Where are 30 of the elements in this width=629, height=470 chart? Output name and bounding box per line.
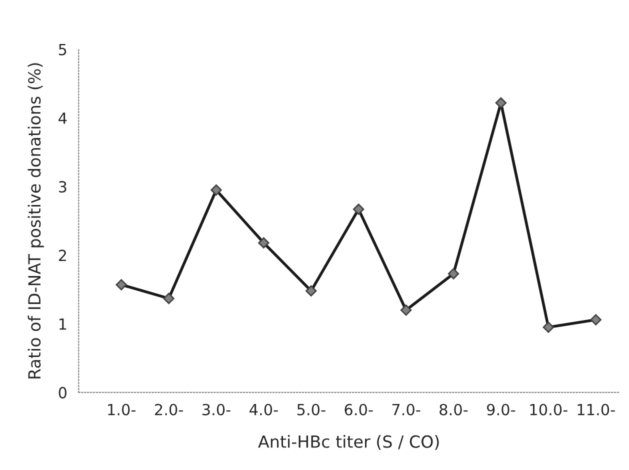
point — [163, 292, 174, 304]
x-tick-label: 5.0- — [297, 404, 326, 416]
x-tick-label: 3.0- — [202, 404, 230, 416]
x-tick-label: 10.0- — [530, 404, 568, 416]
point — [542, 322, 554, 333]
x-tick-label: 2.0- — [154, 404, 183, 416]
x-tick-label: 9.0- — [486, 404, 516, 416]
point — [590, 314, 602, 326]
point — [448, 268, 460, 280]
x-tick-label: 8.0- — [440, 404, 468, 416]
y-tick-label: 1 — [59, 318, 66, 330]
x-tick-label: 4.0- — [250, 404, 278, 416]
point — [258, 237, 270, 248]
y-tick-label: 0 — [58, 386, 66, 398]
y-tick-label: 3 — [58, 181, 66, 193]
point — [352, 204, 364, 215]
x-tick-label: 11.0- — [578, 404, 615, 416]
x-tick-label: 7.0- — [392, 404, 420, 416]
x-tick-label: 1.0- — [108, 404, 136, 416]
point — [210, 184, 222, 196]
y-tick-label: 4 — [58, 112, 67, 124]
point — [495, 97, 507, 108]
y-axis-title: Ratio of ID-NAT positive donations (%) — [28, 63, 44, 378]
point — [116, 279, 127, 290]
y-tick-label: 2 — [58, 250, 66, 262]
x-tick-label: 6.0- — [344, 404, 373, 416]
x-axis-title: Anti-HBc titer (S / CO) — [258, 435, 439, 450]
point — [400, 304, 412, 316]
y-tick-label: 5 — [58, 44, 66, 56]
point — [306, 285, 317, 296]
